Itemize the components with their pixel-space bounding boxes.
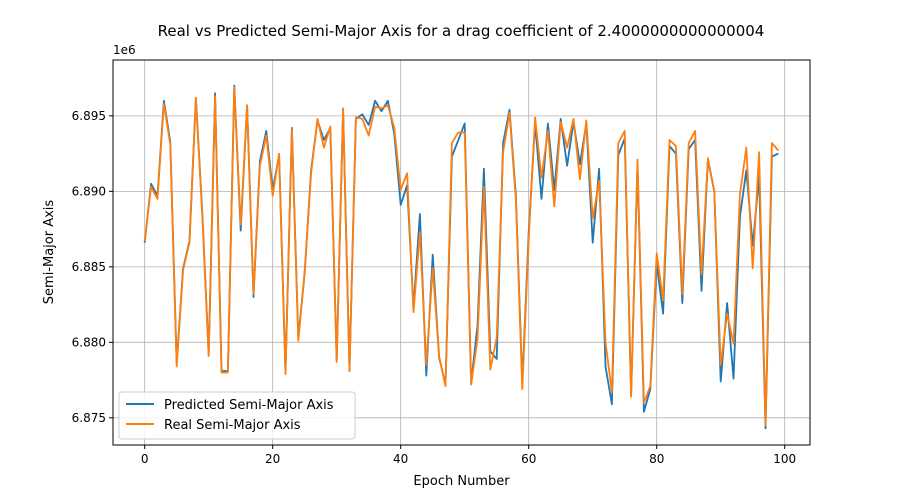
legend: Predicted Semi-Major Axis Real Semi-Majo… <box>118 391 356 440</box>
y-axis-label: Semi-Major Axis <box>42 200 57 305</box>
x-tick-label: 60 <box>521 452 536 466</box>
x-tick-label: 80 <box>649 452 664 466</box>
series-line-real <box>143 86 780 427</box>
series-group <box>143 84 780 430</box>
x-tick-label: 20 <box>265 452 280 466</box>
chart-title: Real vs Predicted Semi-Major Axis for a … <box>158 22 765 40</box>
x-axis: 0 20 40 60 80 100 <box>141 445 796 466</box>
y-tick-label: 6.895 <box>72 109 106 123</box>
legend-label-real: Real Semi-Major Axis <box>164 418 301 433</box>
y-tick-label: 6.890 <box>72 184 106 198</box>
x-tick-label: 40 <box>393 452 408 466</box>
y-offset-label: 1e6 <box>113 43 136 57</box>
legend-box <box>118 391 356 440</box>
y-tick-label: 6.885 <box>72 260 106 274</box>
x-tick-label: 100 <box>773 452 796 466</box>
x-axis-label: Epoch Number <box>413 474 510 489</box>
y-tick-label: 6.880 <box>72 335 106 349</box>
y-tick-label: 6.875 <box>72 411 106 425</box>
grid <box>113 60 810 445</box>
legend-label-predicted: Predicted Semi-Major Axis <box>164 398 334 413</box>
y-axis: 6.875 6.880 6.885 6.890 6.895 <box>72 109 113 425</box>
plot-frame <box>112 59 811 446</box>
x-tick-label: 0 <box>141 452 149 466</box>
